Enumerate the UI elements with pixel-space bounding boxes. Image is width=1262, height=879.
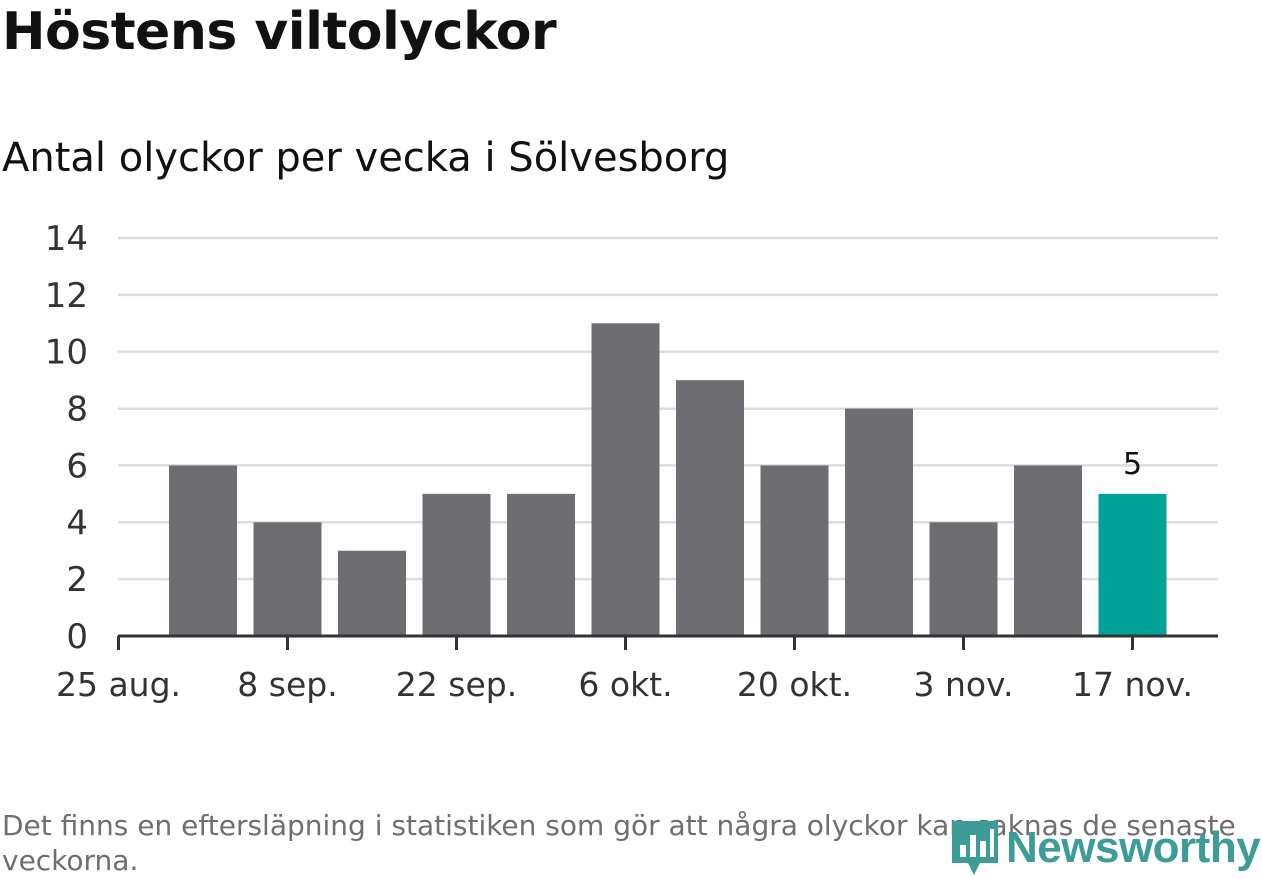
x-tick-label: 25 aug. <box>56 665 181 704</box>
x-tick-label: 8 sep. <box>237 665 337 704</box>
y-tick-label: 14 <box>45 219 88 259</box>
logo-text: Newsworthy <box>1006 823 1261 872</box>
bar <box>676 380 744 636</box>
footnote: Det finns en eftersläpning i statistiken… <box>2 809 1236 877</box>
bar <box>591 323 660 636</box>
y-tick-label: 4 <box>66 503 88 543</box>
x-tick-label: 17 nov. <box>1072 665 1193 704</box>
bar <box>845 408 913 636</box>
y-tick-label: 2 <box>66 560 88 600</box>
x-tick-label: 6 okt. <box>578 665 672 704</box>
bar <box>1014 465 1082 636</box>
bar <box>253 522 322 636</box>
bar <box>507 493 575 636</box>
bar <box>169 465 237 636</box>
bar <box>422 493 491 636</box>
data-label: 5 <box>1123 447 1142 482</box>
bar-chart: 0 2 4 6 8 10 12 14 5 25 aug. 8 sep. 22 sep. 6 okt. 20… <box>45 219 1218 704</box>
x-tick-label: 22 sep. <box>396 665 517 704</box>
y-tick-label: 10 <box>45 333 88 373</box>
chart-subtitle: Antal olyckor per vecka i Sölvesborg <box>2 135 730 181</box>
chart-title: Höstens viltolyckor <box>2 2 557 62</box>
y-tick-label: 12 <box>45 276 88 316</box>
y-tick-label: 6 <box>66 446 88 486</box>
bar-highlight <box>1098 493 1167 636</box>
y-tick-label: 8 <box>66 390 88 430</box>
newsworthy-logo: Newsworthy <box>950 818 1261 878</box>
newsworthy-logo-icon <box>952 821 998 875</box>
bar <box>929 522 998 636</box>
bar <box>338 550 406 636</box>
x-tick-label: 20 okt. <box>737 665 852 704</box>
x-tick-label: 3 nov. <box>913 665 1013 704</box>
y-tick-label: 0 <box>66 617 88 657</box>
bar <box>760 465 829 636</box>
